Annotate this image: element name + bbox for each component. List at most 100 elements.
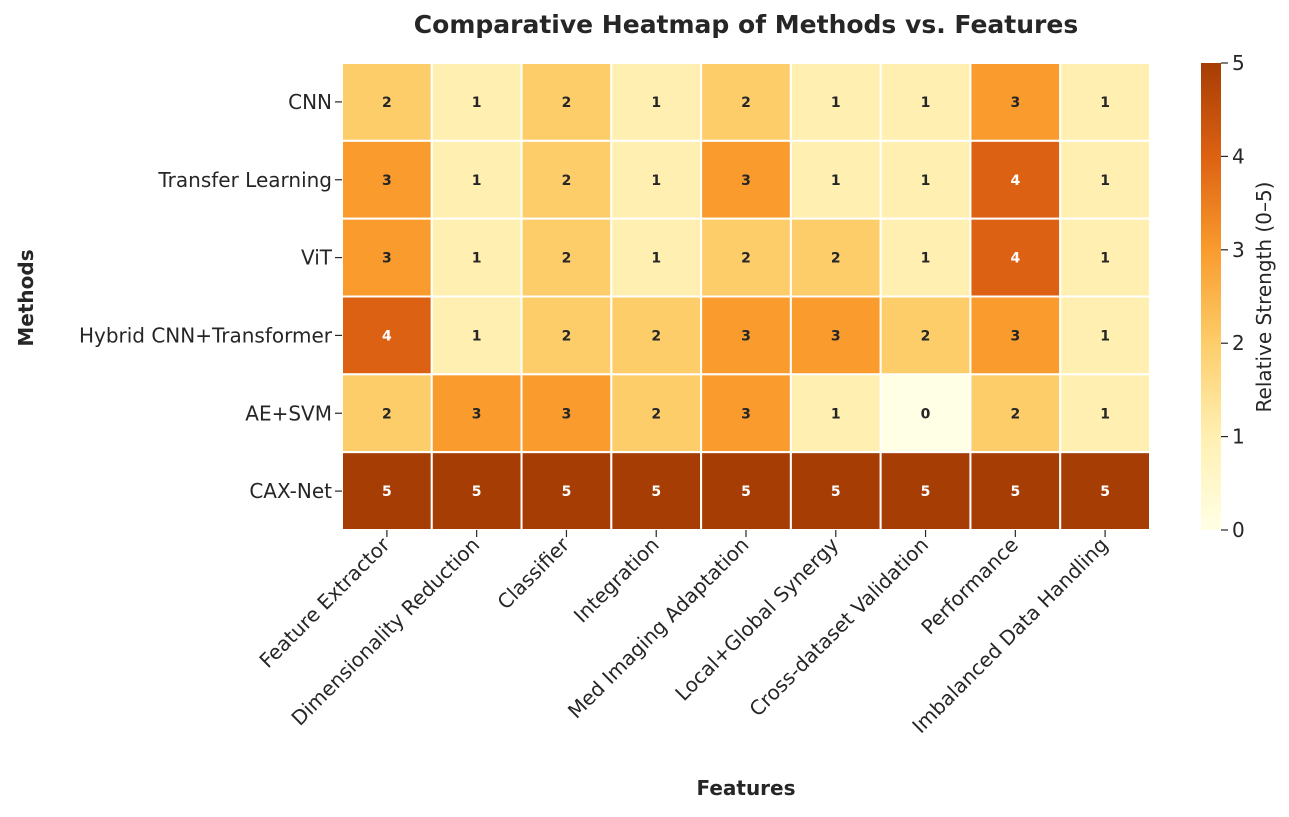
x-tick-label: Imbalanced Data Handling [907, 533, 1112, 738]
heatmap-cell [789, 373, 882, 454]
heatmap-cell [520, 139, 613, 220]
colorbar-tick-label: 0 [1232, 518, 1245, 542]
x-tick-label: Integration [569, 533, 664, 628]
cell-value-label: 3 [1010, 95, 1020, 111]
cell-value-label: 5 [651, 484, 661, 500]
cell-value-label: 3 [741, 406, 751, 422]
heatmap-cell [341, 373, 433, 454]
heatmap-cell [700, 139, 792, 220]
heatmap-cell [341, 139, 433, 220]
heatmap-cell [879, 373, 972, 454]
y-tick-label: ViT [301, 246, 333, 270]
cell-value-label: 4 [1010, 251, 1020, 267]
cell-value-label: 1 [921, 251, 931, 267]
y-axis-ticks: CNN Transfer Learning ViT Hybrid CNN+Transf… [79, 90, 342, 503]
colorbar-ticks: 0 1 2 3 4 5 [1221, 51, 1245, 542]
colorbar-label: Relative Strength (0–5) [1252, 182, 1276, 413]
heatmap-cell [341, 295, 433, 376]
cell-value-label: 3 [1010, 328, 1020, 344]
cell-value-label: 3 [831, 328, 841, 344]
cell-value-label: 2 [741, 251, 751, 267]
cell-value-label: 1 [831, 173, 841, 189]
heatmap-cell [520, 451, 613, 531]
cell-value-label: 1 [651, 173, 661, 189]
cell-value-label: 3 [472, 406, 482, 422]
cell-value-label: 1 [1100, 251, 1110, 267]
y-tick-label: CNN [288, 90, 332, 114]
colorbar-tick-label: 3 [1232, 238, 1245, 262]
cell-value-label: 2 [921, 328, 931, 344]
y-tick-label: Hybrid CNN+Transformer [79, 323, 333, 347]
colorbar-tick-label: 2 [1232, 331, 1245, 355]
cell-value-label: 2 [562, 328, 572, 344]
y-tick-label: Transfer Learning [157, 168, 332, 192]
cell-value-label: 2 [382, 406, 392, 422]
cell-value-label: 5 [741, 484, 751, 500]
cell-value-label: 1 [921, 95, 931, 111]
cell-value-label: 1 [651, 251, 661, 267]
cell-value-label: 5 [472, 484, 482, 500]
heatmap-cell [610, 295, 703, 376]
heatmap-cell [430, 62, 523, 142]
y-axis-label: Methods [14, 249, 38, 346]
heatmap-cell [430, 217, 523, 298]
cell-value-label: 5 [382, 484, 392, 500]
x-axis-label: Features [696, 776, 795, 800]
cell-value-label: 2 [741, 95, 751, 111]
cell-value-label: 2 [562, 95, 572, 111]
colorbar-tick-label: 1 [1232, 425, 1245, 449]
cell-value-label: 5 [1100, 484, 1110, 500]
y-tick-label: AE+SVM [245, 401, 332, 425]
heatmap-cell [610, 451, 703, 531]
y-tick-label: CAX-Net [249, 479, 332, 503]
heatmap-cell [430, 451, 523, 531]
cell-value-label: 4 [382, 328, 392, 344]
cell-value-label: 3 [382, 173, 392, 189]
cell-value-label: 4 [1010, 173, 1020, 189]
heatmap-cell [341, 217, 433, 298]
heatmap-cell [969, 451, 1062, 531]
cell-value-label: 1 [651, 95, 661, 111]
heatmap-cell [610, 217, 703, 298]
cell-value-label: 1 [831, 95, 841, 111]
heatmap-cell [700, 451, 792, 531]
cell-value-label: 1 [472, 173, 482, 189]
cell-value-label: 1 [1100, 95, 1110, 111]
cell-value-label: 3 [382, 251, 392, 267]
x-tick-label: Med Imaging Adaptation [563, 533, 754, 724]
x-tick-label: Cross-dataset Validation [744, 533, 933, 722]
cell-value-label: 1 [1100, 406, 1110, 422]
cell-value-label: 1 [472, 328, 482, 344]
cell-value-label: 1 [1100, 173, 1110, 189]
cell-value-label: 2 [562, 173, 572, 189]
cell-value-label: 3 [741, 173, 751, 189]
heatmap-cell [610, 373, 703, 454]
x-tick-label: Dimensionality Reduction [286, 533, 484, 731]
colorbar [1201, 63, 1221, 530]
cell-value-label: 0 [921, 406, 931, 422]
heatmap-cell [969, 139, 1062, 220]
heatmap-cell [700, 217, 792, 298]
cell-value-label: 1 [472, 251, 482, 267]
heatmap-cell [1059, 139, 1151, 220]
cell-value-label: 5 [921, 484, 931, 500]
cell-value-label: 2 [1010, 406, 1020, 422]
cell-value-label: 2 [651, 406, 661, 422]
cell-value-label: 2 [382, 95, 392, 111]
cell-value-label: 1 [472, 95, 482, 111]
heatmap-cell [520, 217, 613, 298]
cell-value-label: 2 [831, 251, 841, 267]
heatmap-cell [1059, 295, 1151, 376]
cell-value-label: 2 [562, 251, 572, 267]
heatmap-cell [969, 62, 1062, 142]
cell-value-label: 2 [651, 328, 661, 344]
x-tick-label: Classifier [492, 532, 574, 614]
cell-value-label: 5 [562, 484, 572, 500]
colorbar-tick-label: 5 [1232, 51, 1245, 75]
cell-value-label: 1 [1100, 328, 1110, 344]
cell-value-label: 3 [741, 328, 751, 344]
cell-value-label: 5 [1010, 484, 1020, 500]
